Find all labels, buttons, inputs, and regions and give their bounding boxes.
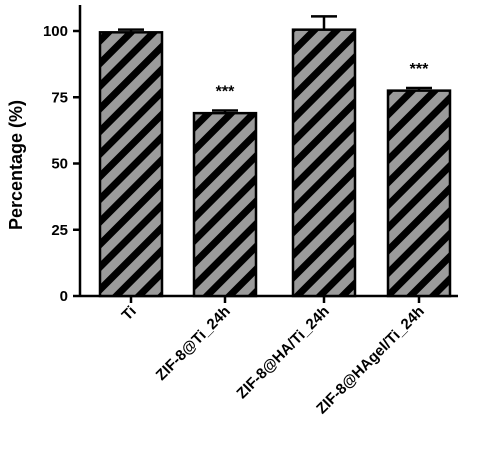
bar [192, 111, 258, 298]
x-tick-label: ZIF-8@HA/Ti_24h [233, 303, 332, 402]
x-tick-label: ZIF-8@Ti_24h [153, 303, 234, 384]
y-tick-label: 50 [51, 156, 68, 173]
y-axis-label: Percentage (%) [6, 100, 26, 230]
bar [291, 28, 357, 298]
y-tick-label: 100 [43, 23, 68, 40]
bar [386, 89, 452, 298]
x-tick-label: ZIF-8@HAgel/Ti_24h [313, 303, 428, 418]
y-tick-label: 25 [51, 222, 68, 239]
x-tick-label: Ti [119, 303, 140, 324]
significance-label: *** [410, 61, 429, 78]
bars [98, 15, 452, 298]
bar [98, 31, 164, 298]
significance-label: *** [216, 84, 235, 101]
y-tick-label: 75 [51, 89, 68, 106]
labels: Ti ZIF-8@Ti_24h *** ZIF-8@HA/Ti_24hZIF-8@HA… [119, 61, 430, 418]
y-tick-label: 0 [60, 288, 68, 305]
